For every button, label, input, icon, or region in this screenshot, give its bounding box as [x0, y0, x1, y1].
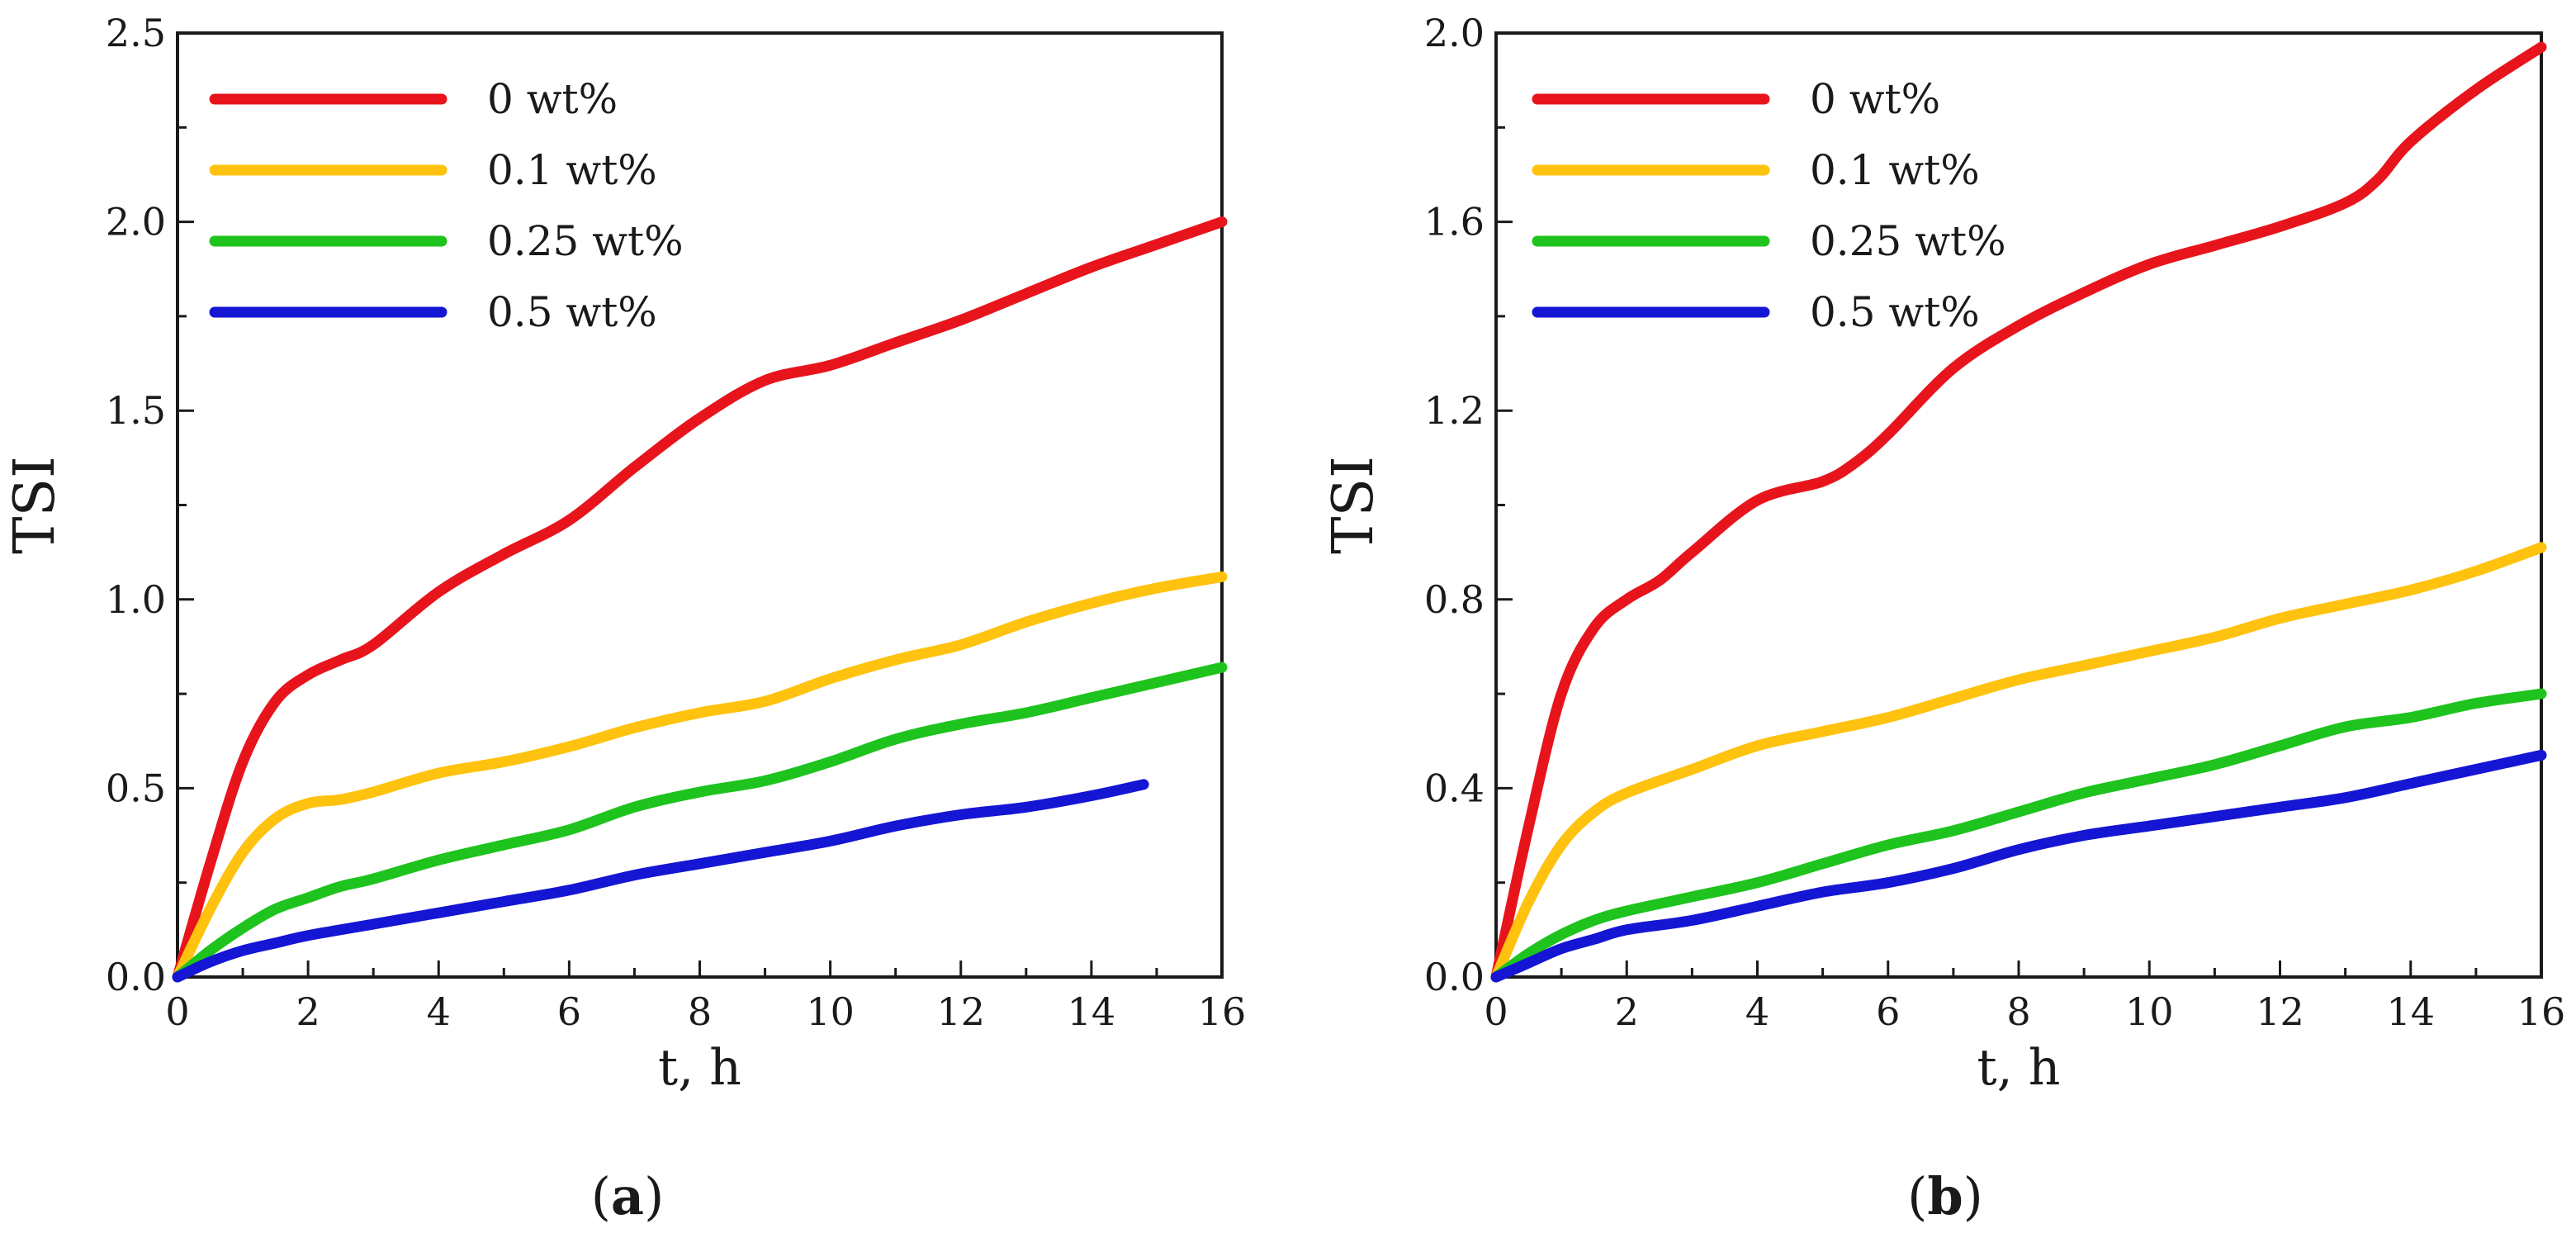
x-tick-label: 8: [2006, 989, 2030, 1034]
x-tick-label: 0: [1484, 989, 1508, 1034]
x-tick-label: 10: [806, 989, 855, 1034]
x-tick-label: 6: [557, 989, 581, 1034]
y-tick-label: 2.0: [106, 200, 166, 244]
panel-caption: (a): [591, 1166, 665, 1226]
legend-label: 0 wt%: [487, 75, 618, 123]
series-line: [1490, 749, 2547, 983]
panel-b: 0 2 4 6 8 10 12 14 16 0.0 0.4 0.8 1.2 1.6 2.0 t, h TSI 0 …: [1321, 11, 2565, 1226]
series-line: [172, 571, 1228, 983]
legend-label: 0.25 wt%: [1810, 217, 2006, 265]
y-tick-label: 0.0: [106, 955, 166, 999]
panel-a: 0 2 4 6 8 10 12 14 16 0.0 0.5 1.0 1.5 2.0 2.5 t, h TSI 0 …: [2, 11, 1246, 1226]
legend-label: 0 wt%: [1810, 75, 1940, 123]
series-line: [1490, 542, 2547, 983]
y-tick-label: 0.8: [1424, 577, 1485, 622]
series-line: [172, 662, 1228, 983]
series-line: [172, 779, 1149, 983]
y-tick-label: 0.5: [106, 766, 166, 810]
y-tick-label: 2.0: [1424, 11, 1485, 55]
x-tick-label: 14: [1068, 989, 1116, 1034]
x-tick-label: 0: [165, 989, 189, 1034]
x-tick-label: 2: [296, 989, 320, 1034]
x-tick-label: 6: [1876, 989, 1900, 1034]
legend-label: 0.1 wt%: [1810, 146, 1980, 194]
x-tick-label: 2: [1615, 989, 1639, 1034]
legend-label: 0.1 wt%: [487, 146, 657, 194]
x-tick-label: 4: [1745, 989, 1769, 1034]
x-tick-label: 16: [2517, 989, 2566, 1034]
x-axis-title: t, h: [1977, 1039, 2061, 1097]
y-tick-label: 1.2: [1424, 388, 1485, 433]
y-tick-label: 1.0: [106, 577, 166, 622]
x-tick-label: 12: [2256, 989, 2304, 1034]
x-tick-label: 12: [936, 989, 985, 1034]
x-tick-label: 14: [2386, 989, 2435, 1034]
y-axis-title: TSI: [2, 456, 68, 554]
y-tick-label: 0.4: [1424, 766, 1485, 810]
y-tick-label: 1.6: [1424, 200, 1485, 244]
y-tick-label: 2.5: [106, 11, 166, 55]
y-axis-title: TSI: [1321, 456, 1386, 554]
legend-label: 0.25 wt%: [487, 217, 684, 265]
series-line: [1490, 41, 2547, 983]
y-tick-label: 1.5: [106, 388, 166, 433]
series-line: [172, 216, 1228, 983]
x-axis-title: t, h: [658, 1039, 741, 1097]
x-tick-label: 16: [1198, 989, 1247, 1034]
x-tick-label: 4: [427, 989, 451, 1034]
x-tick-label: 10: [2125, 989, 2174, 1034]
legend-label: 0.5 wt%: [487, 288, 657, 336]
x-tick-label: 8: [688, 989, 712, 1034]
legend-label: 0.5 wt%: [1810, 288, 1980, 336]
panel-caption: (b): [1907, 1166, 1983, 1226]
y-tick-label: 0.0: [1424, 955, 1485, 999]
series-line: [1490, 688, 2547, 983]
